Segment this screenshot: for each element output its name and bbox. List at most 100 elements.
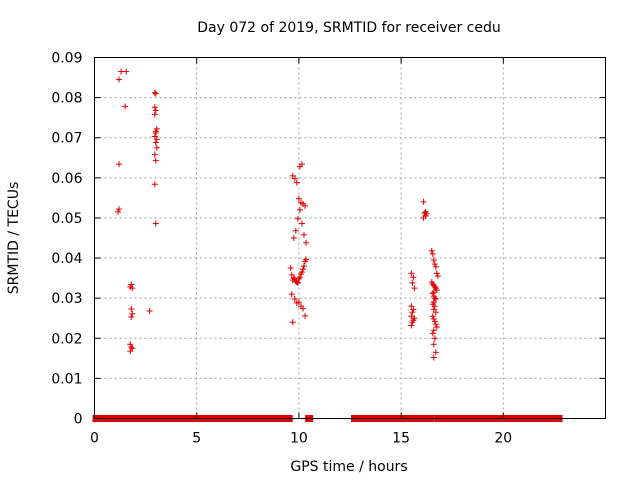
y-tick-label: 0.05 [51,211,82,227]
chart-title: Day 072 of 2019, SRMTID for receiver ced… [197,20,500,36]
data-point [290,235,297,241]
data-point [431,283,438,290]
data-point [298,220,305,227]
y-tick-label: 0.01 [51,371,82,387]
data-point [128,305,135,312]
data-point [296,274,303,281]
y-tick-label: 0.09 [51,51,82,67]
data-point [432,349,439,356]
data-point [301,231,308,238]
data-point [288,291,295,298]
data-point [122,103,129,110]
data-point [431,303,438,310]
data-point [288,271,295,278]
data-point [302,202,309,209]
data-point [296,163,303,170]
data-point [128,344,135,351]
y-tick-label: 0.02 [51,331,82,347]
data-point [118,68,125,75]
x-tick-label: 20 [494,431,512,447]
data-point [116,161,123,168]
y-tick-label: 0.08 [51,91,82,107]
y-tick-label: 0.07 [51,131,82,147]
data-point [129,310,136,317]
data-point [432,295,439,302]
data-point [433,287,440,294]
data-point [298,269,305,276]
x-tick-label: 5 [192,431,201,447]
data-point [408,313,415,320]
data-point [151,181,158,188]
data-point [294,279,301,286]
data-point [430,354,437,361]
data-point [152,220,159,227]
data-points [115,68,441,361]
data-point [152,107,159,114]
data-point [432,263,439,270]
data-point [429,290,436,297]
data-point [303,239,310,246]
data-point [151,89,158,96]
axis-ticks [94,57,606,419]
data-point [410,306,417,313]
data-point [153,144,160,151]
data-point [408,322,415,329]
x-tick-label: 0 [90,431,99,447]
data-point [293,279,300,286]
data-point [409,319,416,326]
data-point [409,309,416,316]
data-point [431,295,438,302]
data-point [410,274,417,281]
y-tick-labels: 0 0.01 0.02 0.03 0.04 0.05 0.06 0.07 0.08 0.09 [51,51,82,428]
y-tick-label: 0.04 [51,251,82,267]
data-point [152,157,159,164]
data-point [303,256,310,263]
x-axis-label: GPS time / hours [290,459,407,475]
data-point [293,179,300,186]
data-point [152,129,159,136]
data-point [430,257,437,264]
data-point [408,303,415,310]
data-point [430,341,437,348]
data-point [433,324,440,331]
data-point [409,279,416,286]
data-point [430,327,437,334]
x-tick-label: 15 [392,431,410,447]
data-point [420,198,427,205]
data-point [296,206,303,213]
data-point [151,111,158,118]
y-axis-label: SRMTID / TECUs [6,182,22,295]
data-point [146,308,153,315]
data-point [151,104,158,111]
data-point [127,348,134,355]
data-point [290,275,297,282]
data-point [116,206,123,213]
data-point [432,309,439,316]
data-point [294,215,301,222]
data-point [289,319,296,326]
data-point [429,251,436,258]
data-point [428,247,435,254]
data-point [429,313,436,320]
data-point [411,285,418,292]
data-point [431,335,438,342]
data-point [116,76,123,83]
y-tick-label: 0 [74,412,83,428]
data-point [291,295,298,302]
plot-frame [94,57,606,419]
data-point [301,263,308,270]
data-point [429,330,436,337]
x-tick-labels: 0 5 10 15 20 [90,431,512,447]
data-point [287,265,294,272]
data-point [128,281,135,288]
data-point [293,299,300,306]
data-point [432,321,439,328]
data-point [431,318,438,325]
data-point [127,341,134,348]
data-point [291,175,298,182]
data-point [128,314,135,321]
data-point [153,136,160,143]
grid-lines [94,57,606,419]
x-tick-label: 10 [290,431,308,447]
